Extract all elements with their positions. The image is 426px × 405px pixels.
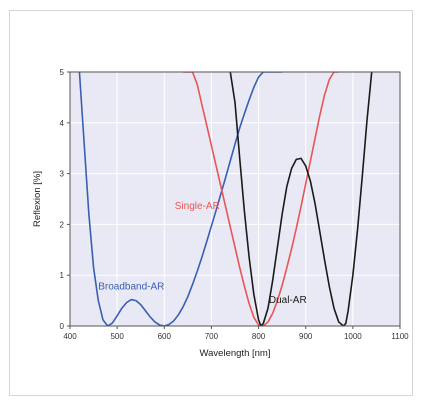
series-line-dual-ar — [229, 72, 373, 326]
y-axis-ticks: 0 1 2 3 4 5 — [60, 68, 70, 331]
y-tick-label: 4 — [60, 119, 65, 128]
y-axis-label: Reflexion [%] — [32, 171, 43, 227]
series-layer — [78, 72, 373, 326]
y-tick-label: 1 — [60, 271, 65, 280]
y-tick-label: 3 — [60, 170, 65, 179]
x-tick-label: 400 — [63, 332, 77, 341]
y-tick-label: 0 — [60, 322, 65, 331]
series-annotations: Broadband-AR Single-AR Dual-AR — [98, 201, 306, 306]
x-tick-label: 1000 — [344, 332, 362, 341]
x-tick-label: 1100 — [391, 332, 409, 341]
series-line-broadband-ar — [78, 72, 283, 326]
y-tick-label: 2 — [60, 220, 65, 229]
plot-border — [69, 71, 401, 327]
y-tick-label: 5 — [60, 68, 65, 77]
x-axis-label: Wavelength [nm] — [200, 348, 271, 359]
x-axis-ticks: 400 500 600 700 800 900 1000 1100 — [63, 326, 409, 341]
grid-lines — [69, 71, 401, 327]
annotation-dual-ar: Dual-AR — [269, 295, 307, 306]
x-tick-label: 900 — [299, 332, 313, 341]
annotation-single-ar: Single-AR — [175, 201, 220, 212]
x-tick-label: 600 — [158, 332, 172, 341]
x-tick-label: 700 — [205, 332, 219, 341]
annotation-broadband-ar: Broadband-AR — [98, 281, 164, 292]
x-tick-label: 500 — [110, 332, 124, 341]
plot-area — [70, 72, 400, 326]
x-tick-label: 800 — [252, 332, 266, 341]
